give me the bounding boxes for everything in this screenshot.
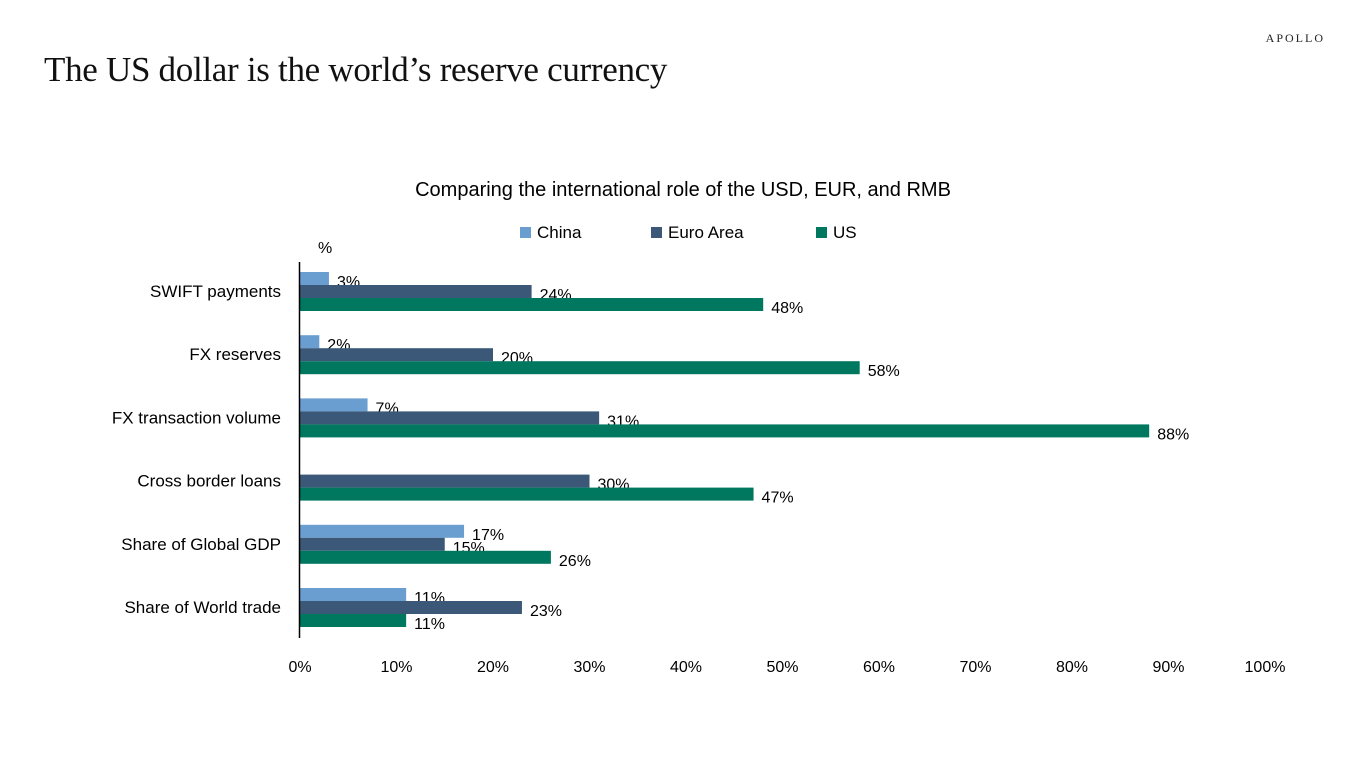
bars-group: 3%24%48%2%20%58%7%31%88%30%47%17%15%26%1… [300,272,1189,633]
bar-us-fx-transaction-volume [300,424,1150,438]
bar-us-swift-payments [300,298,764,311]
bar-us-fx-reserves [300,361,860,375]
data-label-us-fx-transaction-volume: 88% [1157,426,1189,443]
data-label-china-share-of-global-gdp: 17% [472,527,504,544]
bar-us-share-of-global-gdp [300,550,551,564]
bar-euro-area-swift-payments [300,285,532,298]
x-tick-label: 70% [959,659,991,676]
bar-euro-area-share-of-world-trade [300,601,522,614]
data-label-euro-area-share-of-world-trade: 23% [530,603,562,620]
x-axis-ticks: 0% 10% 20% 30% 40% 50% 60% 70% 80% 90% 100% [288,659,1285,676]
x-tick-label: 20% [477,659,509,676]
chart-title: Comparing the international role of the … [415,179,951,201]
bar-us-share-of-world-trade [300,614,407,627]
x-tick-label: 40% [670,659,702,676]
x-tick-label: 100% [1245,659,1286,676]
chart-legend: China Euro Area US [520,223,857,242]
data-label-us-fx-reserves: 58% [868,363,900,380]
x-tick-label: 0% [288,659,311,676]
x-tick-label: 30% [573,659,605,676]
x-tick-label: 50% [766,659,798,676]
category-labels: SWIFT payments FX reserves FX transaction … [112,282,281,617]
data-label-us-share-of-world-trade: 11% [414,616,445,633]
bar-china-fx-reserves [300,335,320,349]
bar-china-swift-payments [300,272,329,285]
bar-china-share-of-global-gdp [300,524,465,538]
data-label-us-cross-border-loans: 47% [762,490,794,507]
category-label-fx-transaction-volume: FX transaction volume [112,408,281,427]
x-tick-label: 60% [863,659,895,676]
category-label-cross-border-loans: Cross border loans [137,472,281,491]
x-tick-label: 10% [380,659,412,676]
page-title: The US dollar is the world’s reserve cur… [44,50,668,89]
category-label-swift-payments: SWIFT payments [150,282,281,301]
legend-swatch-euro-area [651,227,662,238]
bar-us-cross-border-loans [300,487,754,501]
bar-china-fx-transaction-volume [300,398,368,412]
bar-euro-area-fx-transaction-volume [300,411,600,425]
legend-swatch-china [520,227,531,238]
data-label-us-share-of-global-gdp: 26% [559,553,591,570]
legend-label-us: US [833,223,857,242]
x-tick-label: 90% [1152,659,1184,676]
bar-euro-area-share-of-global-gdp [300,537,445,551]
category-label-share-of-world-trade: Share of World trade [124,598,281,617]
x-tick-label: 80% [1056,659,1088,676]
bar-china-share-of-world-trade [300,588,407,601]
data-label-us-swift-payments: 48% [771,300,803,317]
legend-label-china: China [537,223,582,242]
category-label-share-of-global-gdp: Share of Global GDP [121,535,281,554]
category-label-fx-reserves: FX reserves [189,345,281,364]
brand-logo: APOLLO [1265,31,1325,45]
bar-euro-area-fx-reserves [300,348,493,362]
bar-euro-area-cross-border-loans [300,474,590,488]
legend-label-euro-area: Euro Area [668,223,744,242]
legend-swatch-us [816,227,827,238]
axis-unit-label: % [318,240,332,257]
